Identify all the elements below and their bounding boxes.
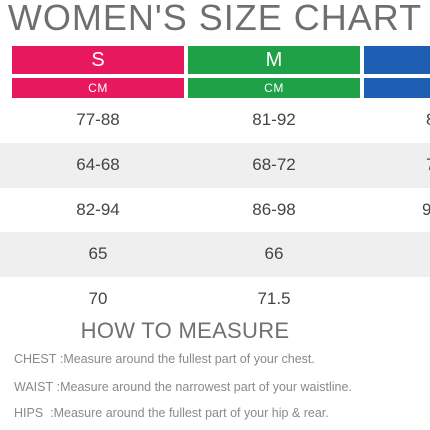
table-row: 65 66 xyxy=(0,232,430,278)
size-column-header-s: S CM xyxy=(12,46,184,98)
table-row: 70 71.5 xyxy=(0,277,430,322)
table-cell: 68-72 xyxy=(252,154,296,174)
table-cell: 77-88 xyxy=(76,110,120,129)
page-title: WOMEN'S SIZE CHART xyxy=(7,0,423,38)
size-label-bar: S xyxy=(12,46,184,74)
measure-label: HIPS : xyxy=(14,406,54,420)
table-cell: 64-68 xyxy=(76,154,120,174)
size-column-header-m: M CM xyxy=(188,46,360,98)
table-cell: 82-94 xyxy=(76,199,120,219)
unit-label-bar: CM xyxy=(188,78,360,98)
table-cell xyxy=(364,277,430,322)
size-table: 77-88 81-92 8 64-68 68-72 7 82-94 86-98 … xyxy=(0,98,430,322)
table-row: 82-94 86-98 9 xyxy=(0,188,430,233)
measure-description: Measure around the fullest part of your … xyxy=(63,352,315,366)
table-row: 77-88 81-92 8 xyxy=(0,98,430,143)
size-column-header-next xyxy=(364,46,430,98)
table-cell: 71.5 xyxy=(257,289,291,309)
measure-description: Measure around the narrowest part of you… xyxy=(60,380,352,394)
table-cell: 70 xyxy=(88,289,108,309)
measure-item-chest: CHEST : Measure around the fullest part … xyxy=(14,352,315,366)
table-cell: 9 xyxy=(422,199,430,219)
table-cell: 7 xyxy=(364,143,430,188)
table-cell: 65 xyxy=(88,244,108,264)
how-to-measure-title: HOW TO MEASURE xyxy=(80,318,290,343)
measure-description: Measure around the fullest part of your … xyxy=(53,406,329,420)
unit-label-bar xyxy=(364,78,430,98)
unit-label-bar: CM xyxy=(12,78,184,98)
measure-item-waist: WAIST : Measure around the narrowest par… xyxy=(14,380,352,394)
table-cell: 86-98 xyxy=(252,199,296,219)
table-cell xyxy=(364,232,430,277)
measure-label: CHEST : xyxy=(14,352,64,366)
measure-item-hips: HIPS : Measure around the fullest part o… xyxy=(14,406,329,420)
size-label-bar xyxy=(364,46,430,74)
size-label-bar: M xyxy=(188,46,360,74)
table-row: 64-68 68-72 7 xyxy=(0,142,430,188)
size-header-row: S CM M CM xyxy=(0,46,430,98)
table-cell: 66 xyxy=(264,244,284,264)
table-cell: 81-92 xyxy=(252,110,296,129)
table-cell: 8 xyxy=(364,98,430,143)
measure-label: WAIST : xyxy=(14,380,61,394)
